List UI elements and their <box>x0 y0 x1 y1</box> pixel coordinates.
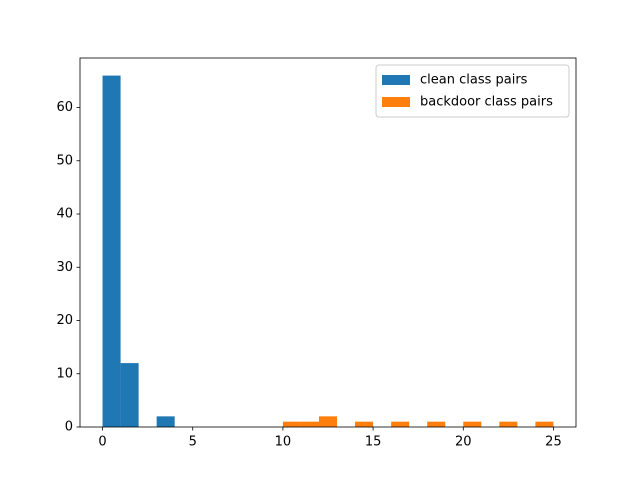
y-tick-label: 0 <box>65 420 73 435</box>
bar <box>427 421 446 427</box>
bar <box>120 363 139 427</box>
x-tick-label: 25 <box>545 435 562 450</box>
bar <box>102 75 121 428</box>
y-tick-label: 40 <box>56 207 73 222</box>
y-tick-label: 10 <box>56 366 73 381</box>
bar <box>535 421 554 427</box>
bar <box>499 421 518 427</box>
y-tick-label: 60 <box>56 100 73 115</box>
bar <box>355 421 374 427</box>
bar <box>300 421 319 427</box>
x-tick-label: 15 <box>365 435 382 450</box>
plot-frame <box>79 57 577 428</box>
bar <box>156 416 175 427</box>
legend-swatch <box>382 75 410 85</box>
bar <box>391 421 410 427</box>
x-tick-label: 10 <box>275 435 292 450</box>
legend-swatch <box>382 97 410 107</box>
x-tick-label: 5 <box>189 435 197 450</box>
y-tick-label: 50 <box>56 153 73 168</box>
x-tick-label: 20 <box>455 435 472 450</box>
legend-label: backdoor class pairs <box>420 95 553 110</box>
legend-box <box>375 64 570 118</box>
bar <box>282 421 301 427</box>
bar <box>318 416 338 427</box>
legend-label: clean class pairs <box>420 73 528 88</box>
y-tick-label: 20 <box>56 313 73 328</box>
bar <box>463 421 482 427</box>
x-tick-label: 0 <box>98 435 106 450</box>
y-tick-label: 30 <box>56 260 73 275</box>
